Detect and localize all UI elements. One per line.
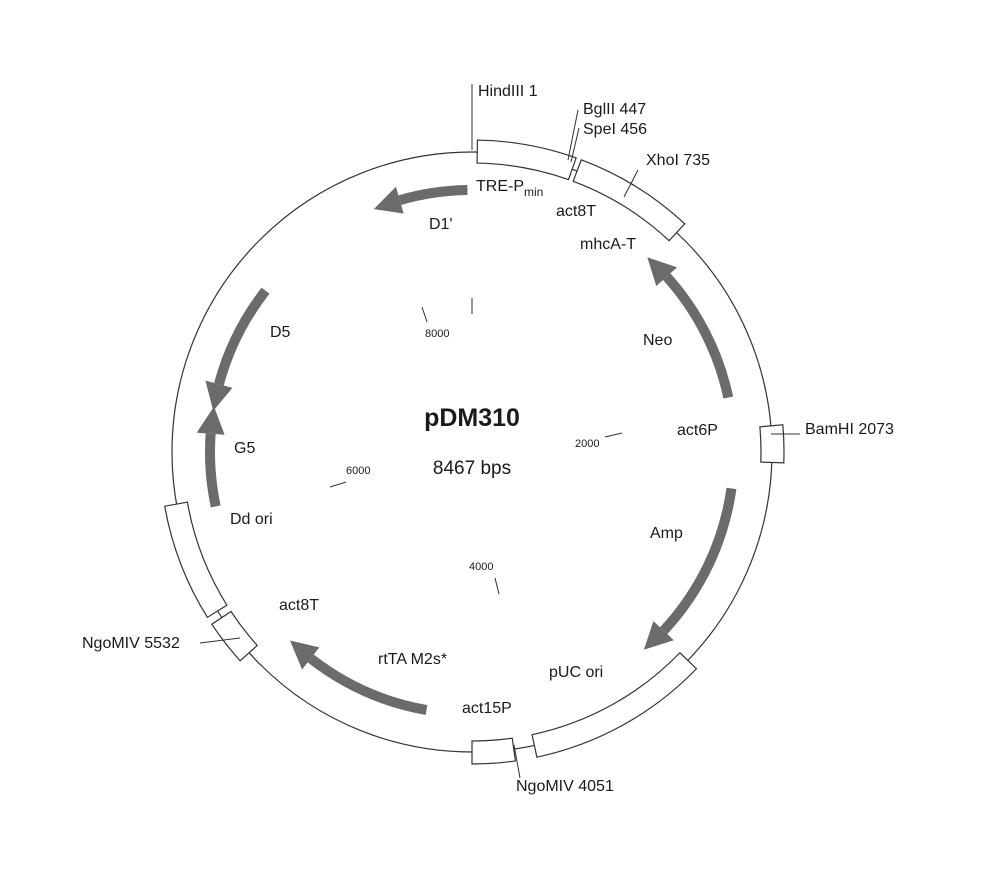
- tick-mark-8000: [421, 306, 428, 323]
- tick-label-8000: 8000: [425, 328, 449, 340]
- box-tre-p: [476, 139, 577, 181]
- box-puc-ori: [531, 651, 698, 758]
- leader-ngomiv-4051: [513, 744, 521, 779]
- site-label-spei: SpeI 456: [583, 121, 647, 138]
- feature-label-tre-p-main: TRE-P: [476, 178, 524, 195]
- arrow-neo-shaft: [662, 273, 734, 399]
- arrow-d1-shaft: [398, 185, 468, 205]
- site-label-ngomiv-5532: NgoMIV 5532: [82, 635, 180, 652]
- leader-bglii: [567, 109, 579, 161]
- feature-label-act8t-top: act8T: [556, 203, 596, 220]
- box-act8t-mhca-t: [572, 158, 686, 242]
- site-label-ngomiv-4051: NgoMIV 4051: [516, 778, 614, 795]
- site-label-xhoi: XhoI 735: [646, 152, 710, 169]
- arrow-g5-head: [196, 406, 225, 435]
- arrow-d5-head: [205, 380, 233, 412]
- box-dd-ori: [164, 501, 228, 619]
- feature-label-puc-ori: pUC ori: [549, 664, 603, 681]
- feature-label-d1: D1': [429, 216, 453, 233]
- site-label-bglii: BglII 447: [583, 101, 646, 118]
- arrow-amp-head: [643, 621, 674, 650]
- feature-label-rtta: rtTA M2s*: [378, 651, 447, 668]
- arrow-amp-shaft: [659, 487, 737, 635]
- tick-mark-4000: [494, 577, 500, 595]
- site-label-hindiii: HindIII 1: [478, 83, 538, 100]
- box-act15p: [471, 737, 517, 765]
- scale-ticks: 2000 4000 6000 8000: [329, 298, 623, 595]
- leader-spei: [570, 127, 580, 163]
- plasmid-size: 8467 bps: [433, 458, 511, 479]
- feature-label-tre-p: TRE-Pmin: [476, 178, 543, 199]
- feature-label-tre-p-sub: min: [524, 185, 543, 199]
- arrow-d5-shaft: [214, 287, 270, 386]
- feature-label-mhca-t: mhcA-T: [580, 236, 636, 253]
- feature-label-amp: Amp: [650, 525, 683, 542]
- feature-label-act6p: act6P: [677, 422, 718, 439]
- arrow-rtta-shaft: [307, 654, 428, 715]
- site-label-bamhi: BamHI 2073: [805, 421, 894, 438]
- leader-ngomiv-5532: [199, 637, 241, 644]
- restriction-site-leaders: [199, 84, 800, 779]
- tick-label-6000: 6000: [346, 465, 370, 477]
- feature-label-act15p: act15P: [462, 700, 512, 717]
- feature-label-g5: G5: [234, 440, 255, 457]
- arrow-g5-shaft: [205, 433, 221, 508]
- tick-label-4000: 4000: [469, 561, 493, 573]
- arrow-rtta-head: [289, 640, 320, 670]
- tick-label-2000: 2000: [575, 438, 599, 450]
- feature-label-d5: D5: [270, 324, 291, 341]
- feature-label-neo: Neo: [643, 332, 672, 349]
- feature-boxes: [164, 139, 785, 765]
- box-act6p: [759, 424, 785, 464]
- arrow-neo-head: [647, 257, 678, 287]
- leader-xhoi: [623, 169, 639, 198]
- tick-mark-6000: [329, 481, 347, 488]
- feature-arrows: [196, 185, 737, 715]
- box-act8t-bottom: [210, 610, 259, 662]
- feature-label-act8t-bottom: act8T: [279, 597, 319, 614]
- plasmid-name: pDM310: [424, 404, 520, 432]
- tick-mark-2000: [604, 432, 623, 438]
- feature-label-dd-ori: Dd ori: [230, 511, 273, 528]
- arrow-d1-head: [373, 186, 404, 214]
